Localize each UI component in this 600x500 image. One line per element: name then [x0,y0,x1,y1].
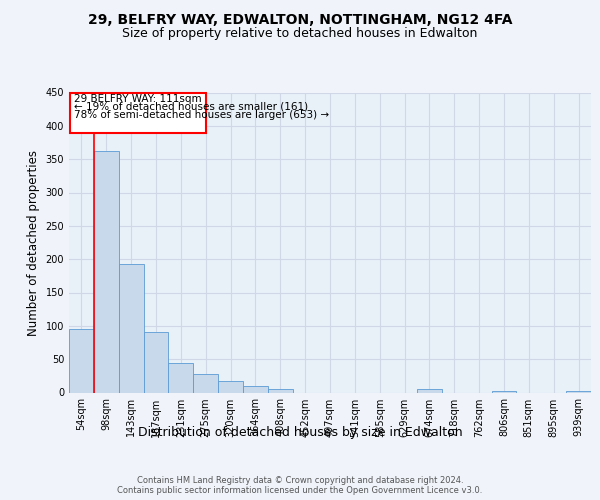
Text: Contains HM Land Registry data © Crown copyright and database right 2024.
Contai: Contains HM Land Registry data © Crown c… [118,476,482,495]
Bar [69,329,94,392]
Text: 29, BELFRY WAY, EDWALTON, NOTTINGHAM, NG12 4FA: 29, BELFRY WAY, EDWALTON, NOTTINGHAM, NG… [88,12,512,26]
Bar [143,332,169,392]
Bar [491,390,517,392]
Y-axis label: Number of detached properties: Number of detached properties [27,150,40,336]
Bar [417,389,442,392]
Bar [94,150,119,392]
Bar [169,363,193,392]
Text: ← 19% of detached houses are smaller (161): ← 19% of detached houses are smaller (16… [74,102,308,112]
Text: Distribution of detached houses by size in Edwalton: Distribution of detached houses by size … [137,426,463,439]
Text: 78% of semi-detached houses are larger (653) →: 78% of semi-detached houses are larger (… [74,110,329,120]
Bar [268,388,293,392]
Bar [218,381,243,392]
Bar [119,264,143,392]
Bar [70,92,206,132]
Bar [566,390,591,392]
Bar [243,386,268,392]
Text: Size of property relative to detached houses in Edwalton: Size of property relative to detached ho… [122,28,478,40]
Text: 29 BELFRY WAY: 111sqm: 29 BELFRY WAY: 111sqm [74,94,202,104]
Bar [193,374,218,392]
